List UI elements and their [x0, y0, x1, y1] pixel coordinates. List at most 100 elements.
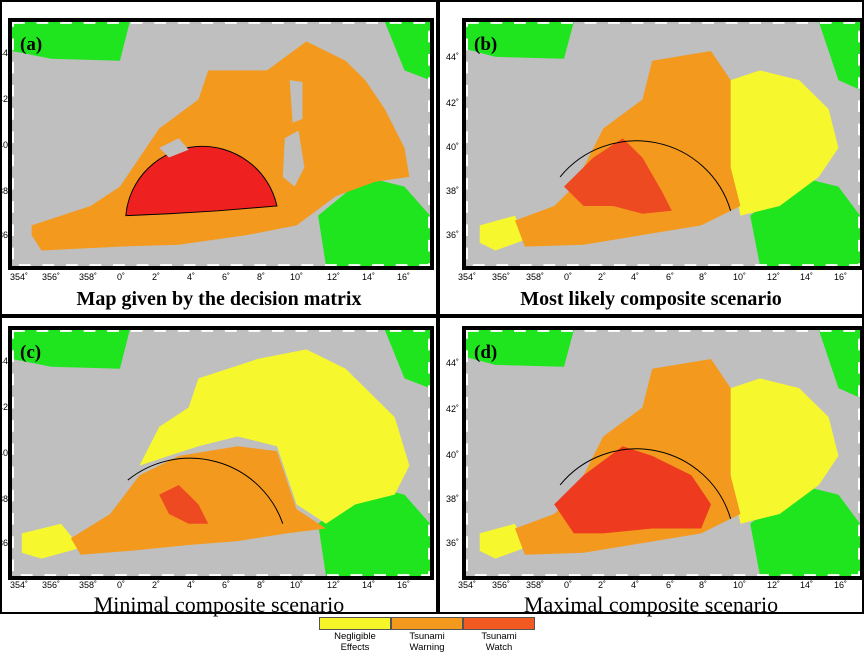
- lat-tick-a-40: 40˚: [0, 140, 12, 150]
- lon-tick-a-7: 8˚: [257, 272, 266, 282]
- lon-tick-a-2: 358˚: [79, 272, 98, 282]
- panel-c: (c) 44˚ 42˚ 40˚ 38˚ 36˚ 354˚ 356˚ 358˚ 0…: [0, 316, 438, 617]
- panel-b: (b) 44˚ 42˚ 40˚ 38˚ 36˚ 354˚ 356˚ 358˚ 0…: [438, 0, 864, 316]
- lon-tick-a-8: 10˚: [290, 272, 304, 282]
- lat-tick-b-40: 40˚: [446, 142, 460, 152]
- lon-tick-b-1: 356˚: [492, 272, 511, 282]
- caption-b: Most likely composite scenario: [520, 288, 782, 310]
- legend-label-negligible-2: Effects: [340, 642, 370, 653]
- lon-tick-c-9: 12˚: [327, 580, 341, 590]
- lon-tick-d-11: 16˚: [834, 580, 848, 590]
- lon-tick-a-5: 4˚: [187, 272, 196, 282]
- lat-tick-d-44: 44˚: [446, 358, 460, 368]
- lon-tick-b-10: 14˚: [800, 272, 814, 282]
- lon-tick-b-4: 2˚: [598, 272, 607, 282]
- lat-tick-a-42: 42˚: [0, 94, 12, 104]
- map-d-svg: [466, 330, 860, 576]
- lon-tick-b-5: 4˚: [631, 272, 640, 282]
- lon-tick-a-1: 356˚: [42, 272, 61, 282]
- legend-swatch-watch: [463, 617, 535, 630]
- map-d: (d): [462, 326, 864, 580]
- lon-tick-b-8: 10˚: [733, 272, 747, 282]
- map-a: (a): [8, 18, 434, 270]
- lon-tick-a-6: 6˚: [222, 272, 231, 282]
- lon-tick-b-9: 12˚: [767, 272, 781, 282]
- lat-tick-c-44: 44˚: [0, 356, 12, 366]
- lat-tick-d-38: 38˚: [446, 494, 460, 504]
- lat-tick-a-36: 36˚: [0, 230, 12, 240]
- lon-tick-c-6: 6˚: [222, 580, 231, 590]
- lon-tick-b-7: 8˚: [699, 272, 708, 282]
- legend-label-negligible: Negligible Effects: [319, 631, 391, 653]
- lon-tick-d-0: 354˚: [458, 580, 477, 590]
- lon-tick-c-11: 16˚: [397, 580, 411, 590]
- legend-label-warning-2: Warning: [409, 642, 445, 653]
- lon-tick-d-7: 8˚: [699, 580, 708, 590]
- panel-d: (d) 44˚ 42˚ 40˚ 38˚ 36˚ 354˚ 356˚ 358˚ 0…: [438, 316, 864, 617]
- lon-tick-c-2: 358˚: [79, 580, 98, 590]
- map-c-svg: [12, 330, 430, 576]
- lon-tick-c-3: 0˚: [117, 580, 126, 590]
- lon-tick-c-10: 14˚: [362, 580, 376, 590]
- lon-tick-d-1: 356˚: [492, 580, 511, 590]
- lon-tick-b-6: 6˚: [666, 272, 675, 282]
- lat-tick-d-40: 40˚: [446, 450, 460, 460]
- lon-tick-d-8: 10˚: [733, 580, 747, 590]
- lon-tick-d-3: 0˚: [564, 580, 573, 590]
- lon-tick-a-10: 14˚: [362, 272, 376, 282]
- lon-tick-a-3: 0˚: [117, 272, 126, 282]
- map-b: (b): [462, 18, 864, 270]
- lon-tick-c-1: 356˚: [42, 580, 61, 590]
- legend-label-negligible-1: Negligible: [334, 631, 376, 642]
- lon-tick-d-9: 12˚: [767, 580, 781, 590]
- panel-letter-b: (b): [474, 34, 498, 55]
- lat-tick-a-38: 38˚: [0, 186, 12, 196]
- panel-letter-d: (d): [474, 342, 498, 363]
- map-a-svg: [12, 22, 430, 266]
- caption-a: Map given by the decision matrix: [76, 288, 362, 310]
- lat-tick-c-40: 40˚: [0, 448, 12, 458]
- lat-tick-b-36: 36˚: [446, 230, 460, 240]
- lon-tick-c-7: 8˚: [257, 580, 266, 590]
- caption-c: Minimal composite scenario: [93, 592, 345, 617]
- lon-tick-b-11: 16˚: [834, 272, 848, 282]
- lon-tick-c-8: 10˚: [290, 580, 304, 590]
- lon-tick-a-11: 16˚: [397, 272, 411, 282]
- legend-label-watch: Tsunami Watch: [463, 631, 535, 653]
- lon-tick-d-5: 4˚: [631, 580, 640, 590]
- panel-a: (a) 44˚ 42˚ 40˚ 38˚ 36˚ 354˚ 356˚ 358˚ 0…: [0, 0, 438, 316]
- lat-tick-c-38: 38˚: [0, 494, 12, 504]
- legend-label-watch-2: Watch: [485, 642, 513, 653]
- lon-tick-b-3: 0˚: [564, 272, 573, 282]
- lat-tick-b-44: 44˚: [446, 52, 460, 62]
- legend: Negligible Effects Tsunami Warning Tsuna…: [319, 617, 535, 659]
- lon-tick-b-0: 354˚: [458, 272, 477, 282]
- lon-tick-c-4: 2˚: [152, 580, 161, 590]
- legend-label-watch-1: Tsunami: [481, 631, 517, 642]
- legend-label-warning-1: Tsunami: [409, 631, 445, 642]
- legend-swatch-negligible: [319, 617, 391, 630]
- lon-tick-a-9: 12˚: [327, 272, 341, 282]
- lon-tick-c-0: 354˚: [10, 580, 29, 590]
- lat-tick-b-38: 38˚: [446, 186, 460, 196]
- lon-tick-a-0: 354˚: [10, 272, 29, 282]
- lon-tick-d-2: 358˚: [526, 580, 545, 590]
- map-c: (c): [8, 326, 434, 580]
- legend-label-warning: Tsunami Warning: [391, 631, 463, 653]
- lon-tick-d-6: 6˚: [666, 580, 675, 590]
- lon-tick-c-5: 4˚: [187, 580, 196, 590]
- lat-tick-c-36: 36˚: [0, 538, 12, 548]
- legend-swatch-warning: [391, 617, 463, 630]
- lon-tick-a-4: 2˚: [152, 272, 161, 282]
- lon-tick-b-2: 358˚: [526, 272, 545, 282]
- lat-tick-c-42: 42˚: [0, 402, 12, 412]
- lat-tick-d-36: 36˚: [446, 538, 460, 548]
- panel-letter-a: (a): [20, 34, 43, 55]
- lat-tick-a-44: 44˚: [0, 48, 12, 58]
- caption-d: Maximal composite scenario: [523, 592, 779, 617]
- lon-tick-d-4: 2˚: [598, 580, 607, 590]
- map-b-svg: [466, 22, 860, 266]
- lat-tick-d-42: 42˚: [446, 404, 460, 414]
- lon-tick-d-10: 14˚: [800, 580, 814, 590]
- lat-tick-b-42: 42˚: [446, 98, 460, 108]
